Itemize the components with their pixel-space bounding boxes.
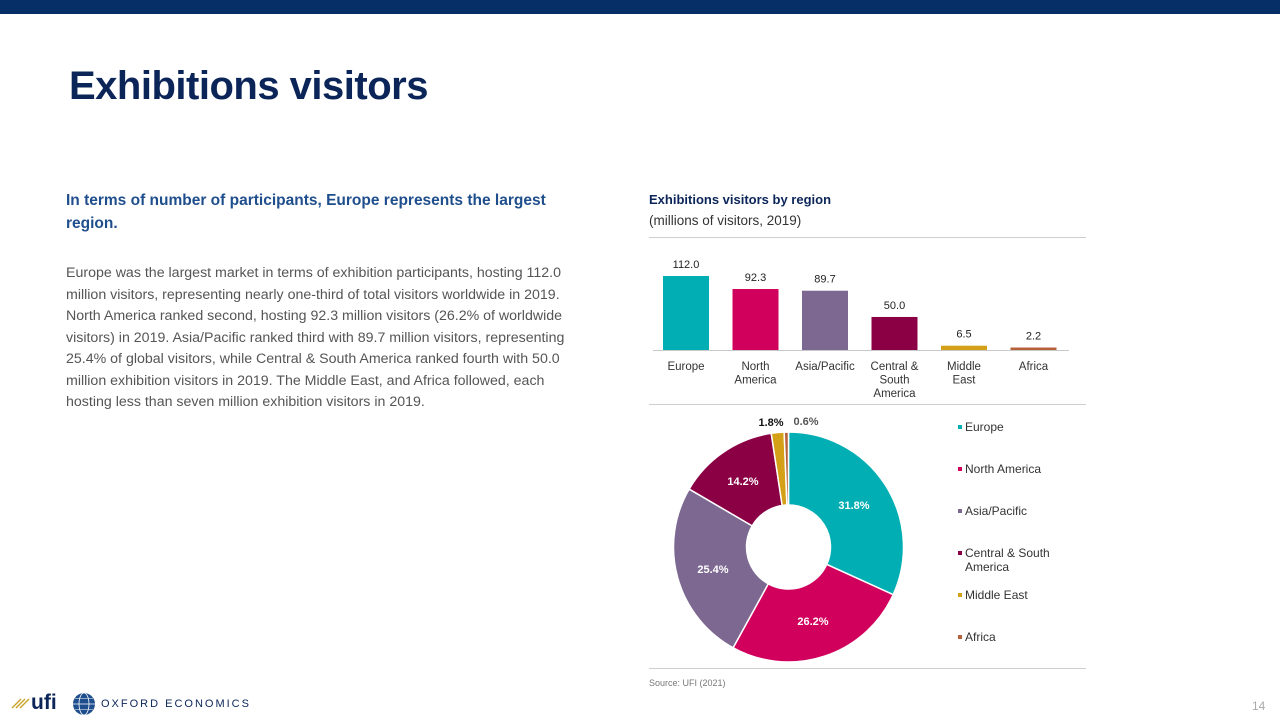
ufi-logo: ufi bbox=[10, 690, 66, 719]
legend-label: North America bbox=[965, 462, 1042, 476]
oxford-economics-text: OXFORD ECONOMICS bbox=[101, 698, 251, 710]
donut-slice-central-south-america bbox=[688, 432, 784, 527]
chart-bottom-divider bbox=[649, 668, 1086, 669]
bar-africa bbox=[1010, 347, 1057, 350]
top-accent-bar bbox=[0, 0, 1280, 14]
legend-swatch bbox=[958, 593, 962, 597]
donut-slice-africa bbox=[783, 431, 790, 506]
legend-item-africa: Africa bbox=[958, 630, 1088, 672]
bar-north-america bbox=[732, 289, 779, 350]
legend-label: America bbox=[965, 560, 1010, 574]
bar-asia-pacific bbox=[802, 290, 848, 350]
bar-category-label-line: East bbox=[952, 375, 976, 387]
bar-category-label-line: Europe bbox=[667, 361, 704, 373]
bar-category-label: Europe bbox=[667, 361, 704, 373]
ufi-logo-text: ufi bbox=[31, 691, 57, 714]
donut-slice-label: 1.8% bbox=[758, 417, 783, 429]
bar-category-label-line: Africa bbox=[1019, 361, 1049, 373]
page-title: Exhibitions visitors bbox=[69, 64, 428, 108]
bar-value-label: 50.0 bbox=[884, 300, 905, 312]
globe-icon bbox=[73, 692, 95, 716]
bar-chart: 112.0 Europe 92.3 North America 89.7 Asia/Paci… bbox=[653, 259, 1069, 400]
legend-swatch bbox=[958, 509, 962, 513]
legend-swatch bbox=[958, 635, 962, 639]
bar-central-south-america bbox=[871, 316, 918, 350]
legend-item-middle-east: Middle East bbox=[958, 588, 1088, 630]
bar-category-label-line: America bbox=[734, 375, 777, 387]
donut-slice-label: 14.2% bbox=[727, 476, 758, 488]
donut-slice-north-america bbox=[732, 563, 895, 663]
bar-category-label-line: Middle bbox=[947, 361, 981, 373]
bar-category-label-line: Asia/Pacific bbox=[795, 361, 855, 373]
bar-value-label: 92.3 bbox=[745, 272, 766, 284]
legend-item-europe: Europe bbox=[958, 420, 1088, 462]
legend-swatch bbox=[958, 425, 962, 429]
oxford-economics-logo: OXFORD ECONOMICS bbox=[72, 692, 251, 716]
donut-slice-label: 26.2% bbox=[797, 616, 828, 628]
bar-value-label: 89.7 bbox=[814, 274, 835, 286]
donut-slice-europe bbox=[787, 431, 905, 596]
source-note: Source: UFI (2021) bbox=[649, 678, 726, 688]
legend-label: Central & South bbox=[965, 546, 1050, 560]
bar-category-label-line: Central & bbox=[871, 361, 919, 373]
legend-label: Europe bbox=[965, 420, 1004, 434]
legend-item-central-south-america: Central & South America bbox=[958, 546, 1088, 588]
bar-category-label: Middle East bbox=[947, 361, 981, 387]
bar-category-label: Africa bbox=[1019, 361, 1049, 373]
donut-slice-label: 0.6% bbox=[793, 416, 818, 428]
bar-middle-east bbox=[941, 345, 987, 350]
legend-label: Asia/Pacific bbox=[965, 504, 1028, 518]
lead-paragraph: In terms of number of participants, Euro… bbox=[66, 192, 546, 232]
legend-label: Africa bbox=[965, 630, 996, 644]
bar-category-label: North America bbox=[734, 361, 777, 387]
bar-value-label: 6.5 bbox=[956, 329, 971, 341]
body-paragraph: Europe was the largest market in terms o… bbox=[66, 265, 565, 410]
donut-chart: 31.8% 26.2% 25.4% 14.2% 1.8% 0.6% bbox=[672, 416, 905, 663]
bar-category-label: Central & South America bbox=[871, 361, 919, 400]
chart-middle-divider bbox=[649, 404, 1086, 405]
chart-subtitle: (millions of visitors, 2019) bbox=[649, 213, 802, 228]
donut-slice-asia-pacific bbox=[672, 488, 770, 649]
legend-item-asia-pacific: Asia/Pacific bbox=[958, 504, 1088, 546]
legend-item-north-america: North America bbox=[958, 462, 1088, 504]
chart-title: Exhibitions visitors by region bbox=[649, 192, 832, 207]
legend-swatch bbox=[958, 551, 962, 555]
chart-top-divider bbox=[649, 237, 1086, 238]
legend-label: Middle East bbox=[965, 588, 1028, 602]
bar-value-label: 2.2 bbox=[1026, 331, 1041, 343]
bar-category-label-line: South bbox=[879, 375, 909, 387]
bar-europe bbox=[663, 276, 709, 350]
bar-category-label-line: America bbox=[873, 388, 916, 400]
page-number: 14 bbox=[1252, 699, 1266, 713]
donut-slice-label: 31.8% bbox=[838, 500, 869, 512]
bar-category-label-line: North bbox=[741, 361, 769, 373]
legend-swatch bbox=[958, 467, 962, 471]
bar-value-label: 112.0 bbox=[673, 259, 700, 271]
donut-slice-label: 25.4% bbox=[697, 564, 728, 576]
donut-legend: Europe North America Asia/Pacific Central &… bbox=[958, 420, 1088, 672]
bar-category-label: Asia/Pacific bbox=[795, 361, 855, 373]
